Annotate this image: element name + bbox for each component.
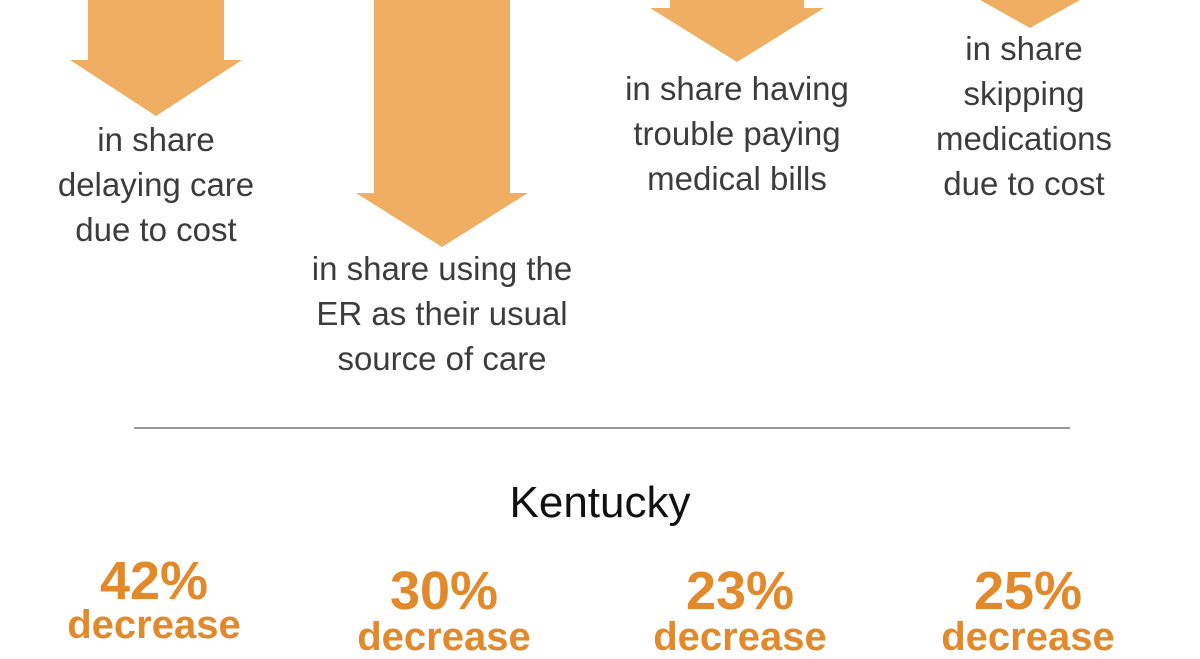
down-arrow-icon (70, 0, 242, 116)
stat-value: 30% (389, 561, 499, 621)
stat-value: 42% (99, 551, 209, 611)
caption-line: in share having (625, 70, 849, 107)
caption-line: delaying care (57, 166, 255, 203)
caption-skipping-medications: in share skipping medications due to cos… (912, 26, 1136, 206)
caption-delaying-care: in share delaying care due to cost (30, 117, 282, 252)
caption-line: due to cost (75, 211, 237, 248)
stat-label: decrease (941, 615, 1115, 659)
stat-label: decrease (357, 615, 531, 659)
state-title: Kentucky (509, 478, 691, 527)
caption-line: trouble paying (633, 115, 841, 152)
stat-label: decrease (653, 615, 827, 659)
caption-line: due to cost (943, 165, 1105, 202)
caption-er-usual-care: in share using the ER as their usual sou… (290, 246, 594, 381)
stat-label: decrease (67, 603, 241, 647)
caption-line: ER as their usual (316, 295, 568, 332)
caption-line: in share (97, 121, 215, 158)
down-arrow-icon (980, 0, 1080, 28)
caption-line: medications (935, 120, 1113, 157)
caption-line: source of care (337, 340, 547, 377)
down-arrow-icon (356, 0, 528, 247)
stat-value: 23% (685, 561, 795, 621)
down-arrow-icon (650, 0, 824, 62)
section-divider (134, 427, 1070, 429)
caption-line: in share (965, 30, 1083, 67)
caption-line: skipping (963, 75, 1085, 112)
stat-value: 25% (973, 561, 1083, 621)
caption-line: in share using the (311, 250, 573, 287)
caption-medical-bills: in share having trouble paying medical b… (606, 66, 868, 201)
caption-line: medical bills (647, 160, 827, 197)
